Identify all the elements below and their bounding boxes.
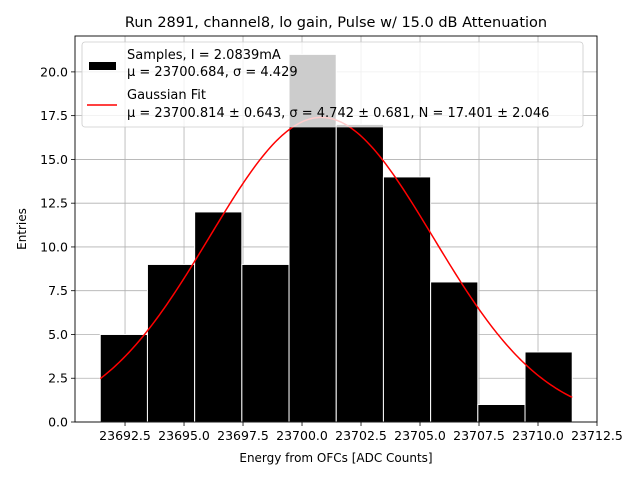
histogram-bar <box>382 176 432 423</box>
y-tick-label: 2.5 <box>48 371 68 386</box>
histogram-bar <box>524 351 573 423</box>
y-tick-label: 20.0 <box>40 64 68 79</box>
y-axis-ticks: 0.0 2.5 5.0 7.5 10.0 12.5 15.0 17.5 20.0 <box>40 64 75 430</box>
legend-samples-line1: Samples, I = 2.0839mA <box>127 48 281 63</box>
legend: Samples, I = 2.0839mA μ = 23700.684, σ =… <box>81 41 584 128</box>
plot-frame <box>74 35 598 423</box>
y-tick-label: 0.0 <box>48 415 68 430</box>
y-tick-label: 5.0 <box>48 327 68 342</box>
histogram-bar <box>335 123 384 423</box>
x-tick-label: 23697.5 <box>217 428 269 443</box>
y-tick-label: 12.5 <box>40 196 68 211</box>
legend-box <box>81 41 584 128</box>
y-axis-label: Entries <box>15 208 29 250</box>
histogram-bar <box>99 333 148 423</box>
legend-samples-line2: μ = 23700.684, σ = 4.429 <box>127 65 298 80</box>
y-tick-label: 10.0 <box>40 239 68 254</box>
x-tick-label: 23700.0 <box>276 428 328 443</box>
x-tick-label: 23712.5 <box>571 428 623 443</box>
y-tick-label: 15.0 <box>40 152 68 167</box>
x-tick-label: 23705.0 <box>394 428 446 443</box>
chart-title: Run 2891, channel8, lo gain, Pulse w/ 15… <box>125 15 547 31</box>
histogram-bar <box>477 403 526 423</box>
histogram-bar <box>241 263 290 423</box>
histogram-bar <box>146 263 196 423</box>
x-tick-label: 23710.0 <box>512 428 564 443</box>
legend-fit-line2: μ = 23700.814 ± 0.643, σ = 4.742 ± 0.681… <box>127 106 549 121</box>
histogram-bar <box>430 281 479 423</box>
legend-samples-swatch <box>89 62 116 70</box>
x-tick-label: 23707.5 <box>453 428 505 443</box>
y-tick-label: 7.5 <box>48 283 68 298</box>
legend-fit-line1: Gaussian Fit <box>127 88 206 103</box>
x-tick-label: 23692.5 <box>99 428 151 443</box>
y-tick-label: 17.5 <box>40 108 68 123</box>
x-tick-label: 23702.5 <box>335 428 387 443</box>
x-tick-label: 23695.0 <box>158 428 210 443</box>
x-axis-ticks: 23692.5 23695.0 23697.5 23700.0 23702.5 23705… <box>99 422 623 443</box>
x-axis-label: Energy from OFCs [ADC Counts] <box>239 451 432 465</box>
histogram-bar <box>194 211 243 423</box>
histogram-bars <box>99 53 573 423</box>
